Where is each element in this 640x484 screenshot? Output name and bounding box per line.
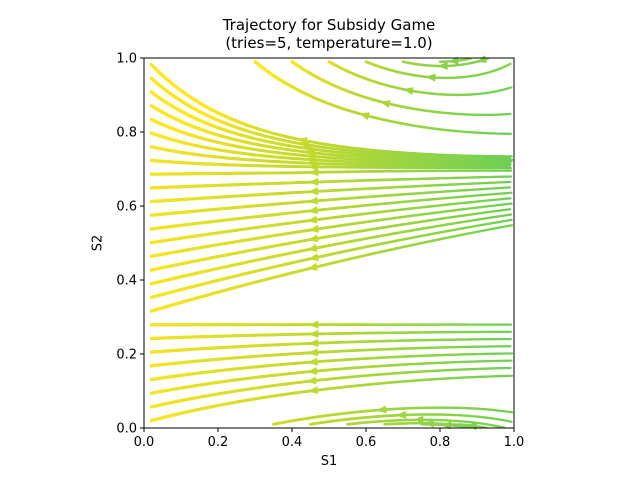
streamline-segment — [509, 87, 511, 88]
streamline-segment — [508, 64, 510, 65]
